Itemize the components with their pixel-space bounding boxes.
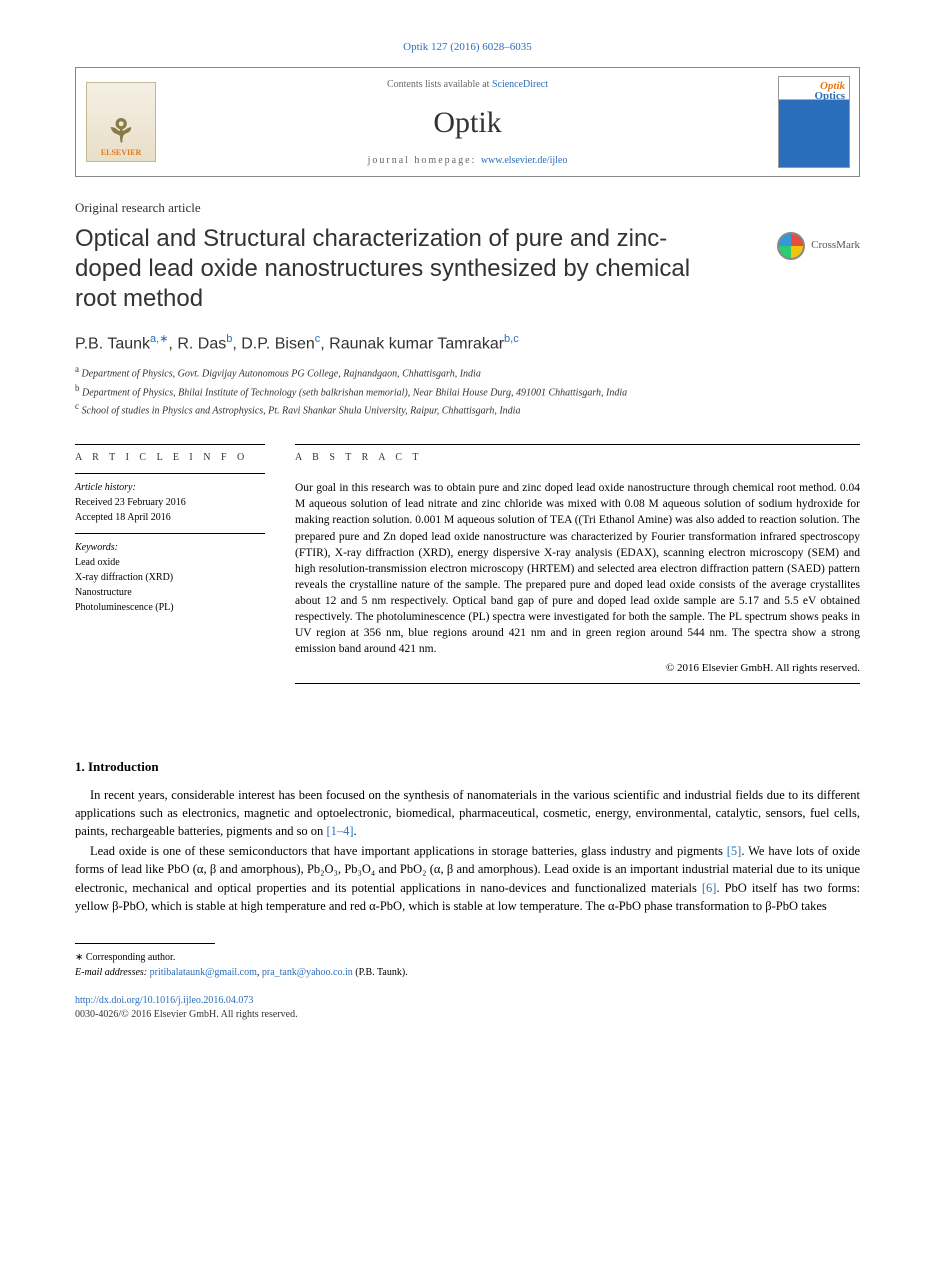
elsevier-logo-text: ELSEVIER <box>101 147 141 158</box>
article-history: Article history: Received 23 February 20… <box>75 480 265 525</box>
article-type: Original research article <box>75 199 860 217</box>
info-abstract-row: a r t i c l e i n f o Article history: R… <box>75 438 860 689</box>
p1-text-b: . <box>354 824 357 838</box>
author-1: P.B. Taunk <box>75 335 150 352</box>
elsevier-logo: ⚘ ELSEVIER <box>86 82 156 162</box>
footnote-separator <box>75 943 215 944</box>
contents-prefix: Contents lists available at <box>387 79 492 90</box>
author-4: Raunak kumar Tamrakar <box>329 335 504 352</box>
corresponding-author-note: ∗ Corresponding author. <box>75 950 860 965</box>
email-label: E-mail addresses: <box>75 967 150 978</box>
journal-name: Optik <box>166 102 769 144</box>
article-info-column: a r t i c l e i n f o Article history: R… <box>75 438 265 689</box>
doi-link[interactable]: http://dx.doi.org/10.1016/j.ijleo.2016.0… <box>75 995 253 1006</box>
p2-text-a: Lead oxide is one of these semiconductor… <box>90 844 727 858</box>
header-citation: Optik 127 (2016) 6028–6035 <box>75 40 860 55</box>
section-1-heading: 1. Introduction <box>75 758 860 776</box>
doi-line: http://dx.doi.org/10.1016/j.ijleo.2016.0… <box>75 994 860 1008</box>
email-suffix: (P.B. Taunk). <box>353 967 408 978</box>
journal-header-center: Contents lists available at ScienceDirec… <box>166 68 769 176</box>
abstract-copyright: © 2016 Elsevier GmbH. All rights reserve… <box>295 661 860 676</box>
article-info-label: a r t i c l e i n f o <box>75 451 265 465</box>
keyword-3: Nanostructure <box>75 585 265 600</box>
info-rule-2 <box>75 533 265 534</box>
p1-text-a: In recent years, considerable interest h… <box>75 788 860 838</box>
intro-paragraph-2: Lead oxide is one of these semiconductor… <box>75 842 860 915</box>
crossmark-badge[interactable]: CrossMark <box>777 232 860 260</box>
email-link-2[interactable]: pra_tank@yahoo.co.in <box>262 967 353 978</box>
author-4-aff: b,c <box>504 333 519 345</box>
info-rule-1 <box>75 473 265 474</box>
abstract-rule-top <box>295 444 860 445</box>
history-heading: Article history: <box>75 480 265 495</box>
keyword-1: Lead oxide <box>75 555 265 570</box>
journal-header-box: ⚘ ELSEVIER Contents lists available at S… <box>75 67 860 177</box>
sciencedirect-link[interactable]: ScienceDirect <box>492 79 548 90</box>
publisher-logo-cell: ⚘ ELSEVIER <box>76 68 166 176</box>
keywords-block: Keywords: Lead oxide X-ray diffraction (… <box>75 540 265 615</box>
abstract-label: a b s t r a c t <box>295 451 860 465</box>
abstract-text: Our goal in this research was to obtain … <box>295 480 860 657</box>
citation-1-4[interactable]: [1–4] <box>326 824 353 838</box>
crossmark-label: CrossMark <box>811 238 860 253</box>
journal-homepage-link[interactable]: www.elsevier.de/ijleo <box>481 155 568 166</box>
cover-title-optics: Optics <box>814 89 845 104</box>
journal-cover-thumbnail: Optik Optics <box>778 76 850 168</box>
affiliation-c: c School of studies in Physics and Astro… <box>75 400 860 418</box>
intro-paragraph-1: In recent years, considerable interest h… <box>75 786 860 840</box>
article-title: Optical and Structural characterization … <box>75 224 715 314</box>
info-rule-top <box>75 444 265 445</box>
elsevier-tree-icon: ⚘ <box>107 115 136 147</box>
citation-6[interactable]: [6] <box>702 881 717 895</box>
affiliation-a: a Department of Physics, Govt. Digvijay … <box>75 363 860 381</box>
abstract-rule-bottom <box>295 683 860 684</box>
email-link-1[interactable]: pritibalataunk@gmail.com <box>150 967 257 978</box>
journal-homepage-line: journal homepage: www.elsevier.de/ijleo <box>166 154 769 168</box>
abstract-column: a b s t r a c t Our goal in this researc… <box>295 438 860 689</box>
received-date: Received 23 February 2016 <box>75 495 265 510</box>
citation-5[interactable]: [5] <box>727 844 742 858</box>
keyword-2: X-ray diffraction (XRD) <box>75 570 265 585</box>
author-3: D.P. Bisen <box>241 335 315 352</box>
homepage-label: journal homepage: <box>368 155 481 166</box>
author-list: P.B. Taunka,∗, R. Dasb, D.P. Bisenc, Rau… <box>75 332 860 356</box>
crossmark-icon <box>777 232 805 260</box>
issn-copyright: 0030-4026/© 2016 Elsevier GmbH. All righ… <box>75 1008 860 1022</box>
author-1-aff: a,∗ <box>150 333 168 345</box>
contents-line: Contents lists available at ScienceDirec… <box>166 78 769 92</box>
author-2: R. Das <box>177 335 226 352</box>
keywords-heading: Keywords: <box>75 540 265 555</box>
affiliation-b: b Department of Physics, Bhilai Institut… <box>75 382 860 400</box>
affiliations: a Department of Physics, Govt. Digvijay … <box>75 363 860 418</box>
keyword-4: Photoluminescence (PL) <box>75 600 265 615</box>
spacer <box>75 718 860 758</box>
journal-cover-cell: Optik Optics <box>769 68 859 176</box>
accepted-date: Accepted 18 April 2016 <box>75 510 265 525</box>
email-footnote: E-mail addresses: pritibalataunk@gmail.c… <box>75 965 860 980</box>
title-row: Optical and Structural characterization … <box>75 224 860 332</box>
